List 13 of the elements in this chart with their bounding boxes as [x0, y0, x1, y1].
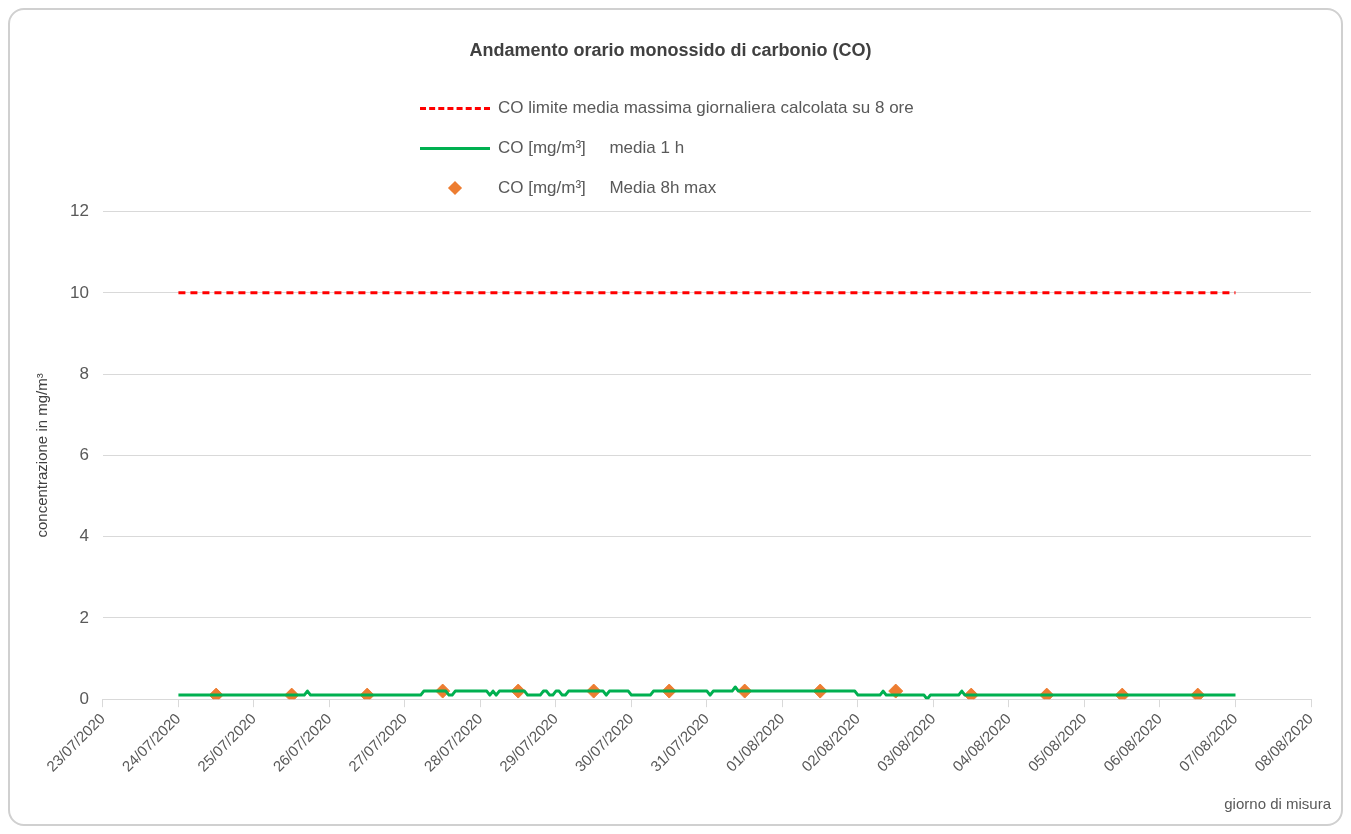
x-axis-title: giorno di misura	[1224, 794, 1332, 812]
chart-title: Andamento orario monossido di carbonio (CO)	[469, 39, 872, 60]
y-tick-label: 8	[79, 363, 89, 383]
y-tick-label: 6	[79, 445, 89, 465]
y-tick-label: 0	[79, 688, 89, 708]
y-axis-title: concentrazione in mg/m³	[33, 373, 51, 538]
legend-label: CO limite media massima giornaliera calcolata su 8 ore	[498, 98, 914, 118]
y-tick-label: 4	[79, 526, 89, 546]
legend-label: CO [mg/m³] media 1 h	[498, 138, 685, 158]
y-tick-label: 2	[79, 607, 89, 627]
y-tick-label: 12	[69, 201, 89, 221]
y-tick-label: 10	[69, 282, 89, 302]
legend-label: CO [mg/m³] Media 8h max	[498, 178, 717, 198]
